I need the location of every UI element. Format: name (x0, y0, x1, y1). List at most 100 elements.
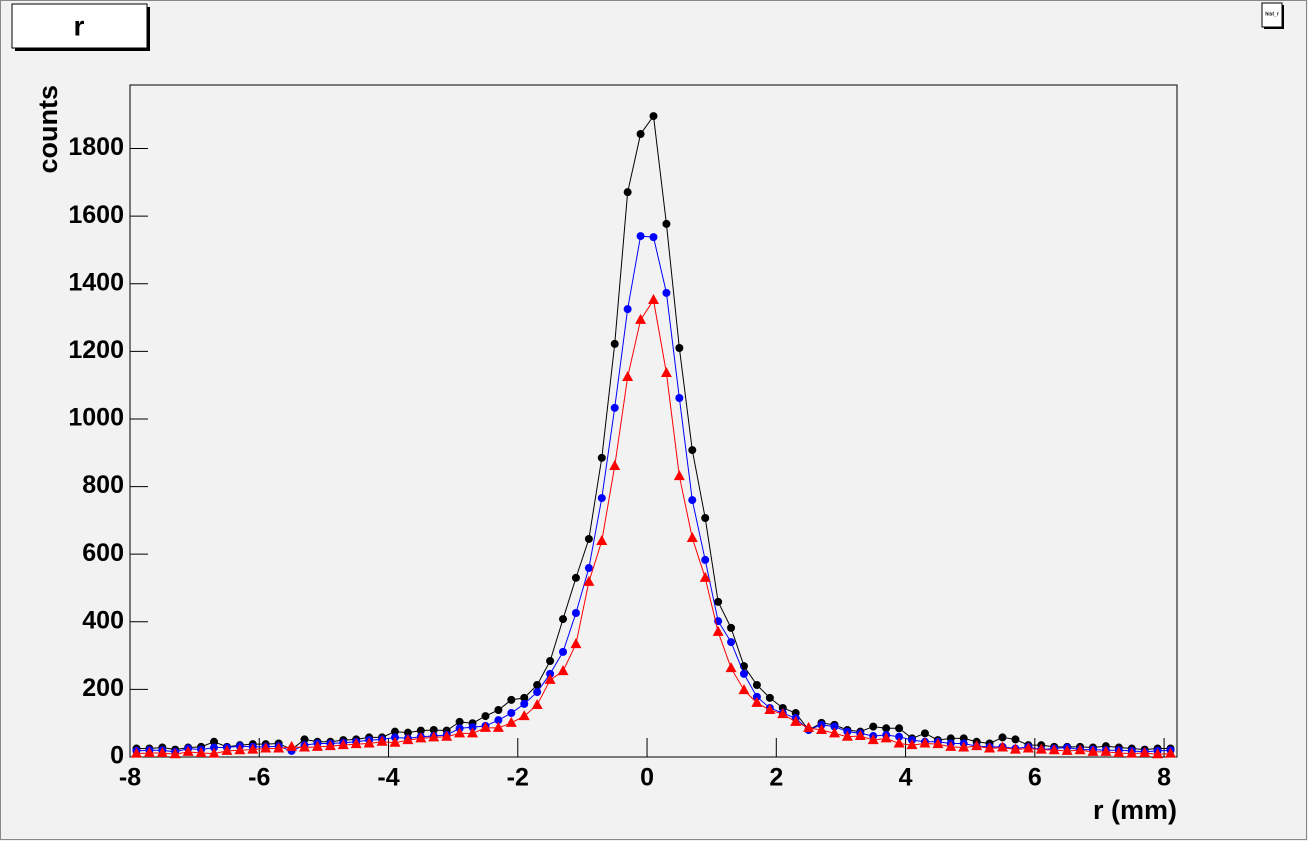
data-point (895, 732, 904, 741)
x-tick-label: -8 (119, 764, 141, 792)
data-point (533, 688, 542, 697)
data-point (415, 732, 427, 743)
data-point (584, 564, 593, 573)
data-point (247, 743, 259, 754)
data-point (403, 728, 412, 737)
data-point (675, 343, 684, 352)
data-point (311, 740, 323, 751)
data-point (182, 745, 194, 756)
data-point (559, 647, 568, 656)
data-point (997, 741, 1008, 752)
data-point (623, 305, 632, 314)
data-point (1139, 746, 1151, 757)
canvas-label: hist_r (1265, 11, 1279, 17)
data-point (454, 727, 466, 738)
data-point (636, 130, 645, 139)
data-point (701, 514, 710, 523)
data-point (546, 657, 555, 665)
data-point (998, 733, 1007, 742)
data-point (649, 233, 658, 242)
data-point (945, 740, 957, 751)
data-point (971, 740, 983, 751)
data-point (882, 724, 891, 733)
data-point (507, 695, 516, 704)
data-point (518, 710, 530, 721)
data-point (1087, 745, 1099, 756)
data-point (1011, 735, 1020, 744)
data-point (520, 699, 529, 708)
data-point (686, 531, 698, 542)
y-tick-label: 800 (82, 471, 124, 499)
data-point (584, 534, 593, 543)
data-point (739, 669, 748, 678)
data-point (492, 721, 504, 732)
data-point (867, 734, 879, 745)
data-point (533, 681, 542, 689)
canvas-label-box (1261, 2, 1283, 28)
data-point (1061, 744, 1073, 755)
x-axis-label: r (mm) (1093, 795, 1177, 825)
x-tick-label: 4 (899, 764, 913, 792)
y-axis-label: counts (33, 85, 63, 174)
data-point (428, 731, 440, 742)
data-point (675, 394, 684, 403)
data-point (649, 112, 658, 121)
data-point (790, 715, 802, 726)
data-point (596, 535, 608, 545)
data-point (828, 727, 840, 738)
y-tick-label: 1800 (68, 133, 124, 161)
chart-title: r (74, 10, 85, 41)
data-point (1048, 744, 1060, 755)
data-point (571, 609, 580, 617)
data-point (169, 748, 181, 759)
data-point (402, 734, 414, 745)
data-point (583, 575, 595, 586)
y-tick-label: 1600 (68, 201, 124, 229)
data-point (234, 744, 246, 755)
data-point (494, 716, 503, 725)
data-point (455, 717, 464, 726)
y-tick-label: 0 (110, 742, 124, 770)
data-point (984, 742, 996, 753)
data-point (727, 623, 736, 632)
data-point (544, 673, 556, 684)
data-point (597, 494, 606, 503)
y-tick-label: 600 (82, 539, 124, 567)
data-point (869, 722, 878, 731)
x-tick-label: 2 (769, 764, 783, 792)
y-tick-label: 1400 (68, 268, 124, 296)
data-point (324, 740, 336, 751)
data-point (906, 739, 918, 750)
data-point (1100, 745, 1112, 756)
data-point (260, 742, 272, 753)
data-point (337, 739, 349, 750)
data-point (130, 747, 142, 758)
data-point (416, 726, 425, 735)
data-point (156, 746, 168, 757)
data-point (546, 669, 555, 678)
title-box (11, 3, 148, 49)
data-point (662, 219, 671, 228)
data-point (893, 737, 905, 748)
data-point (738, 684, 750, 695)
data-point (376, 735, 388, 746)
data-point (777, 708, 789, 719)
data-point (1126, 747, 1138, 758)
data-point (273, 742, 285, 753)
data-point (208, 747, 220, 758)
data-point (467, 727, 479, 738)
data-point (468, 723, 477, 732)
y-tick-label: 200 (82, 674, 124, 702)
data-point (363, 737, 375, 748)
data-point (765, 693, 774, 702)
data-point (727, 638, 736, 647)
data-point (531, 698, 543, 709)
data-point (1113, 746, 1125, 757)
data-point (841, 730, 853, 741)
data-point (479, 721, 491, 732)
x-tick-label: -6 (248, 764, 270, 792)
data-point (195, 746, 207, 757)
data-point (389, 736, 401, 747)
x-tick-label: 0 (640, 764, 654, 792)
x-tick-label: 6 (1028, 764, 1042, 792)
